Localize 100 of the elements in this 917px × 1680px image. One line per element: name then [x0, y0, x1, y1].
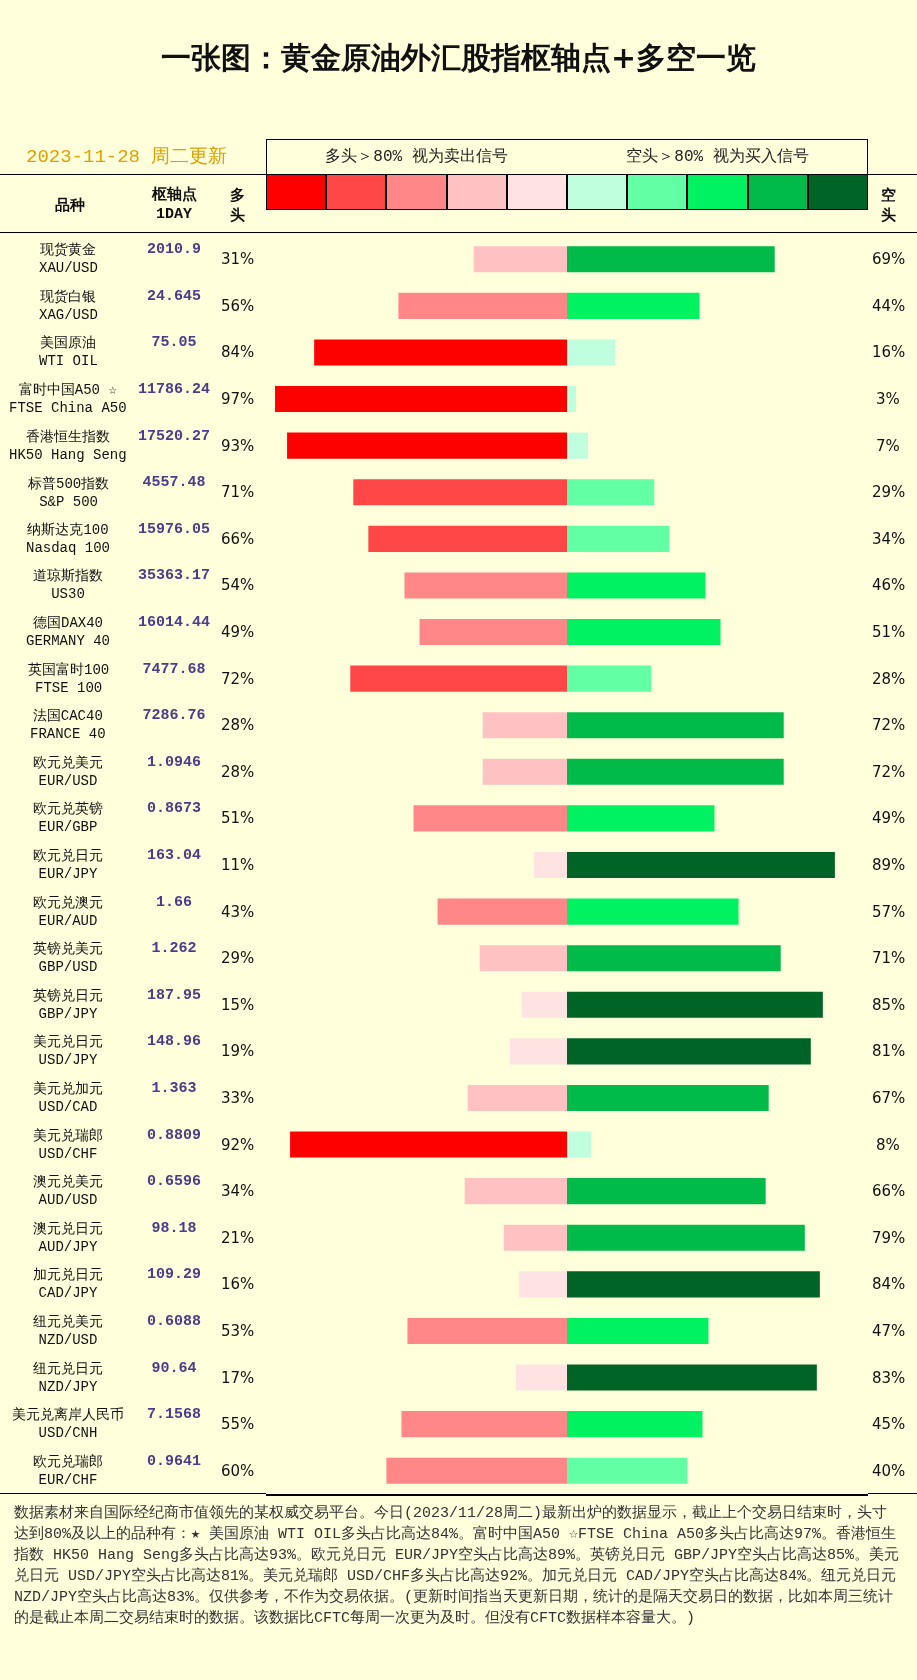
data-label: 11% — [221, 856, 255, 874]
data-label: 28% — [221, 716, 255, 734]
text: 空头＞80% 视为买入信号 — [625, 146, 810, 168]
data-label: 97% — [221, 390, 255, 408]
data-label: 72% — [872, 763, 906, 781]
data-label: 4557.48 — [141, 473, 207, 494]
y-tick-label: 澳元兑美元 AUD/USD — [33, 1174, 103, 1209]
y-tick-label: 法国CAC40 FRANCE 40 — [30, 708, 106, 743]
data-label: 0.6596 — [146, 1172, 202, 1193]
data-label: 34% — [221, 1182, 255, 1200]
data-label: 15% — [221, 996, 255, 1014]
legend-label: 多头 — [228, 185, 246, 225]
y-tick-label: 纽元兑日元 NZD/JPY — [33, 1361, 103, 1396]
data-label: 29% — [872, 483, 906, 501]
bar — [518, 1271, 567, 1298]
y-tick-label: 道琼斯指数 US30 — [33, 568, 103, 603]
data-label: 66% — [221, 530, 255, 548]
data-label: 0.6088 — [146, 1311, 202, 1332]
data-label: 55% — [221, 1415, 255, 1433]
data-label: 148.96 — [146, 1032, 202, 1053]
data-label: 7477.68 — [141, 659, 207, 680]
bar — [503, 1224, 567, 1251]
data-label: 2010.9 — [146, 240, 202, 261]
y-axis-title: 品种 — [54, 195, 86, 215]
data-label: 1.66 — [155, 892, 193, 913]
bar — [515, 1364, 567, 1391]
data-label: 92% — [221, 1136, 255, 1154]
data-label: 83% — [872, 1369, 906, 1387]
bar — [567, 1131, 592, 1158]
data-label: 7% — [876, 437, 900, 455]
data-label: 17520.27 — [137, 426, 211, 447]
data-label: 8% — [876, 1136, 900, 1154]
data-label: 90.64 — [150, 1358, 198, 1379]
y-tick-label: 纽元兑美元 NZD/USD — [33, 1314, 103, 1349]
data-label: 0.8673 — [146, 799, 202, 820]
data-label: 84% — [872, 1275, 906, 1293]
y-tick-label: 欧元兑英镑 EUR/GBP — [33, 801, 103, 836]
bar — [567, 432, 589, 459]
data-label: 16% — [221, 1275, 255, 1293]
data-label: 29% — [221, 949, 255, 967]
y-tick-label: 纳斯达克100 Nasdaq 100 — [26, 522, 111, 557]
bar — [567, 339, 616, 366]
y-tick-label: 美元兑加元 USD/CAD — [33, 1081, 103, 1116]
text: 枢轴点 1DAY — [150, 186, 198, 224]
data-label: 66% — [872, 1182, 906, 1200]
data-label: 31% — [221, 250, 255, 268]
data-label: 56% — [221, 297, 255, 315]
data-label: 109.29 — [146, 1265, 202, 1286]
data-label: 1.363 — [150, 1078, 198, 1099]
data-label: 40% — [872, 1462, 906, 1480]
data-label: 28% — [872, 670, 906, 688]
data-label: 51% — [872, 623, 906, 641]
y-tick-label: 欧元兑瑞郎 EUR/CHF — [33, 1454, 103, 1489]
data-label: 51% — [221, 809, 255, 827]
y-tick-label: 澳元兑日元 AUD/JPY — [33, 1221, 103, 1256]
data-label: 81% — [872, 1042, 906, 1060]
y-tick-label: 英镑兑日元 GBP/JPY — [33, 988, 103, 1023]
text: 数据素材来自国际经纪商市值领先的某权威交易平台。今日(2023/11/28周二)最新出炉的数据显示，截止上个交易日结束时，头寸达到80%及以上的品种有：★ 美国原油 WTI OIL多头占比高达84%。富时中国A50 ☆FTSE China A50多头占比高达97%。香港恒生指数 HK50 Hang Seng多头占比高达93%。欧元兑日元 EUR/JPY空头占比高达89%。英镑兑日元 GBP/JPY空头占比高达85%。美元兑日元 USD/JPY空头占比高达81%。美元兑瑞郎 USD/CHF多头占比高达92%。加元兑日元 CAD/JPY空头占比高达84%。纽元兑日元 NZD/JPY空头占比高达83%。仅供参考，不作为交易依据。(更新时间指当天更新日期，统计的是隔天交易日的数据，比如本周三统计的是截止本周二交易结束时的数据。该数据比CFTC每周一次更为及时。但没有CFTC数据样本容量大。) — [14, 1503, 901, 1629]
data-label: 89% — [872, 856, 906, 874]
data-label: 28% — [221, 763, 255, 781]
data-label: 24.645 — [146, 286, 202, 307]
data-label: 85% — [872, 996, 906, 1014]
data-label: 49% — [872, 809, 906, 827]
data-label: 75.05 — [150, 333, 198, 354]
data-label: 60% — [221, 1462, 255, 1480]
y-tick-label: 标普500指数 S&P 500 — [27, 475, 110, 511]
data-label: 71% — [872, 949, 906, 967]
y-tick-label: 美元兑瑞郎 USD/CHF — [33, 1128, 103, 1163]
data-label: 72% — [221, 670, 255, 688]
data-label: 54% — [221, 576, 255, 594]
text: 2023-11-28 周二更新 — [26, 145, 228, 169]
data-label: 11786.24 — [137, 380, 211, 401]
data-label: 49% — [221, 623, 255, 641]
y-tick-label: 英镑兑美元 GBP/USD — [33, 941, 103, 976]
y-tick-label: 香港恒生指数 HK50 Hang Seng — [9, 429, 127, 464]
data-label: 71% — [221, 483, 255, 501]
y-tick-label: 美元兑日元 USD/JPY — [33, 1034, 103, 1069]
data-label: 84% — [221, 343, 255, 361]
data-label: 21% — [221, 1229, 255, 1247]
y-tick-label: 富时中国A50 ☆ FTSE China A50 — [9, 382, 127, 417]
text: 一张图：黄金原油外汇股指枢轴点+多空一览 — [159, 39, 758, 77]
data-label: 33% — [221, 1089, 255, 1107]
data-label: 72% — [872, 716, 906, 734]
y-tick-label: 德国DAX40 GERMANY 40 — [26, 615, 111, 650]
data-label: 69% — [872, 250, 906, 268]
data-label: 98.18 — [150, 1218, 198, 1239]
y-tick-label: 现货白银 XAG/USD — [39, 289, 98, 324]
text: 多头＞80% 视为卖出信号 — [324, 147, 509, 168]
data-label: 7286.76 — [141, 706, 207, 727]
data-label: 187.95 — [146, 985, 202, 1006]
data-label: 0.9641 — [146, 1451, 202, 1472]
data-label: 43% — [221, 903, 255, 921]
bar — [521, 991, 567, 1018]
data-label: 15976.05 — [137, 519, 211, 540]
data-label: 19% — [221, 1042, 255, 1060]
y-tick-label: 加元兑日元 CAD/JPY — [33, 1267, 103, 1302]
data-label: 16% — [872, 343, 906, 361]
y-tick-label: 英国富时100 FTSE 100 — [28, 662, 110, 697]
data-label: 34% — [872, 530, 906, 548]
y-tick-label: 美元兑离岸人民币 USD/CNH — [12, 1407, 124, 1442]
